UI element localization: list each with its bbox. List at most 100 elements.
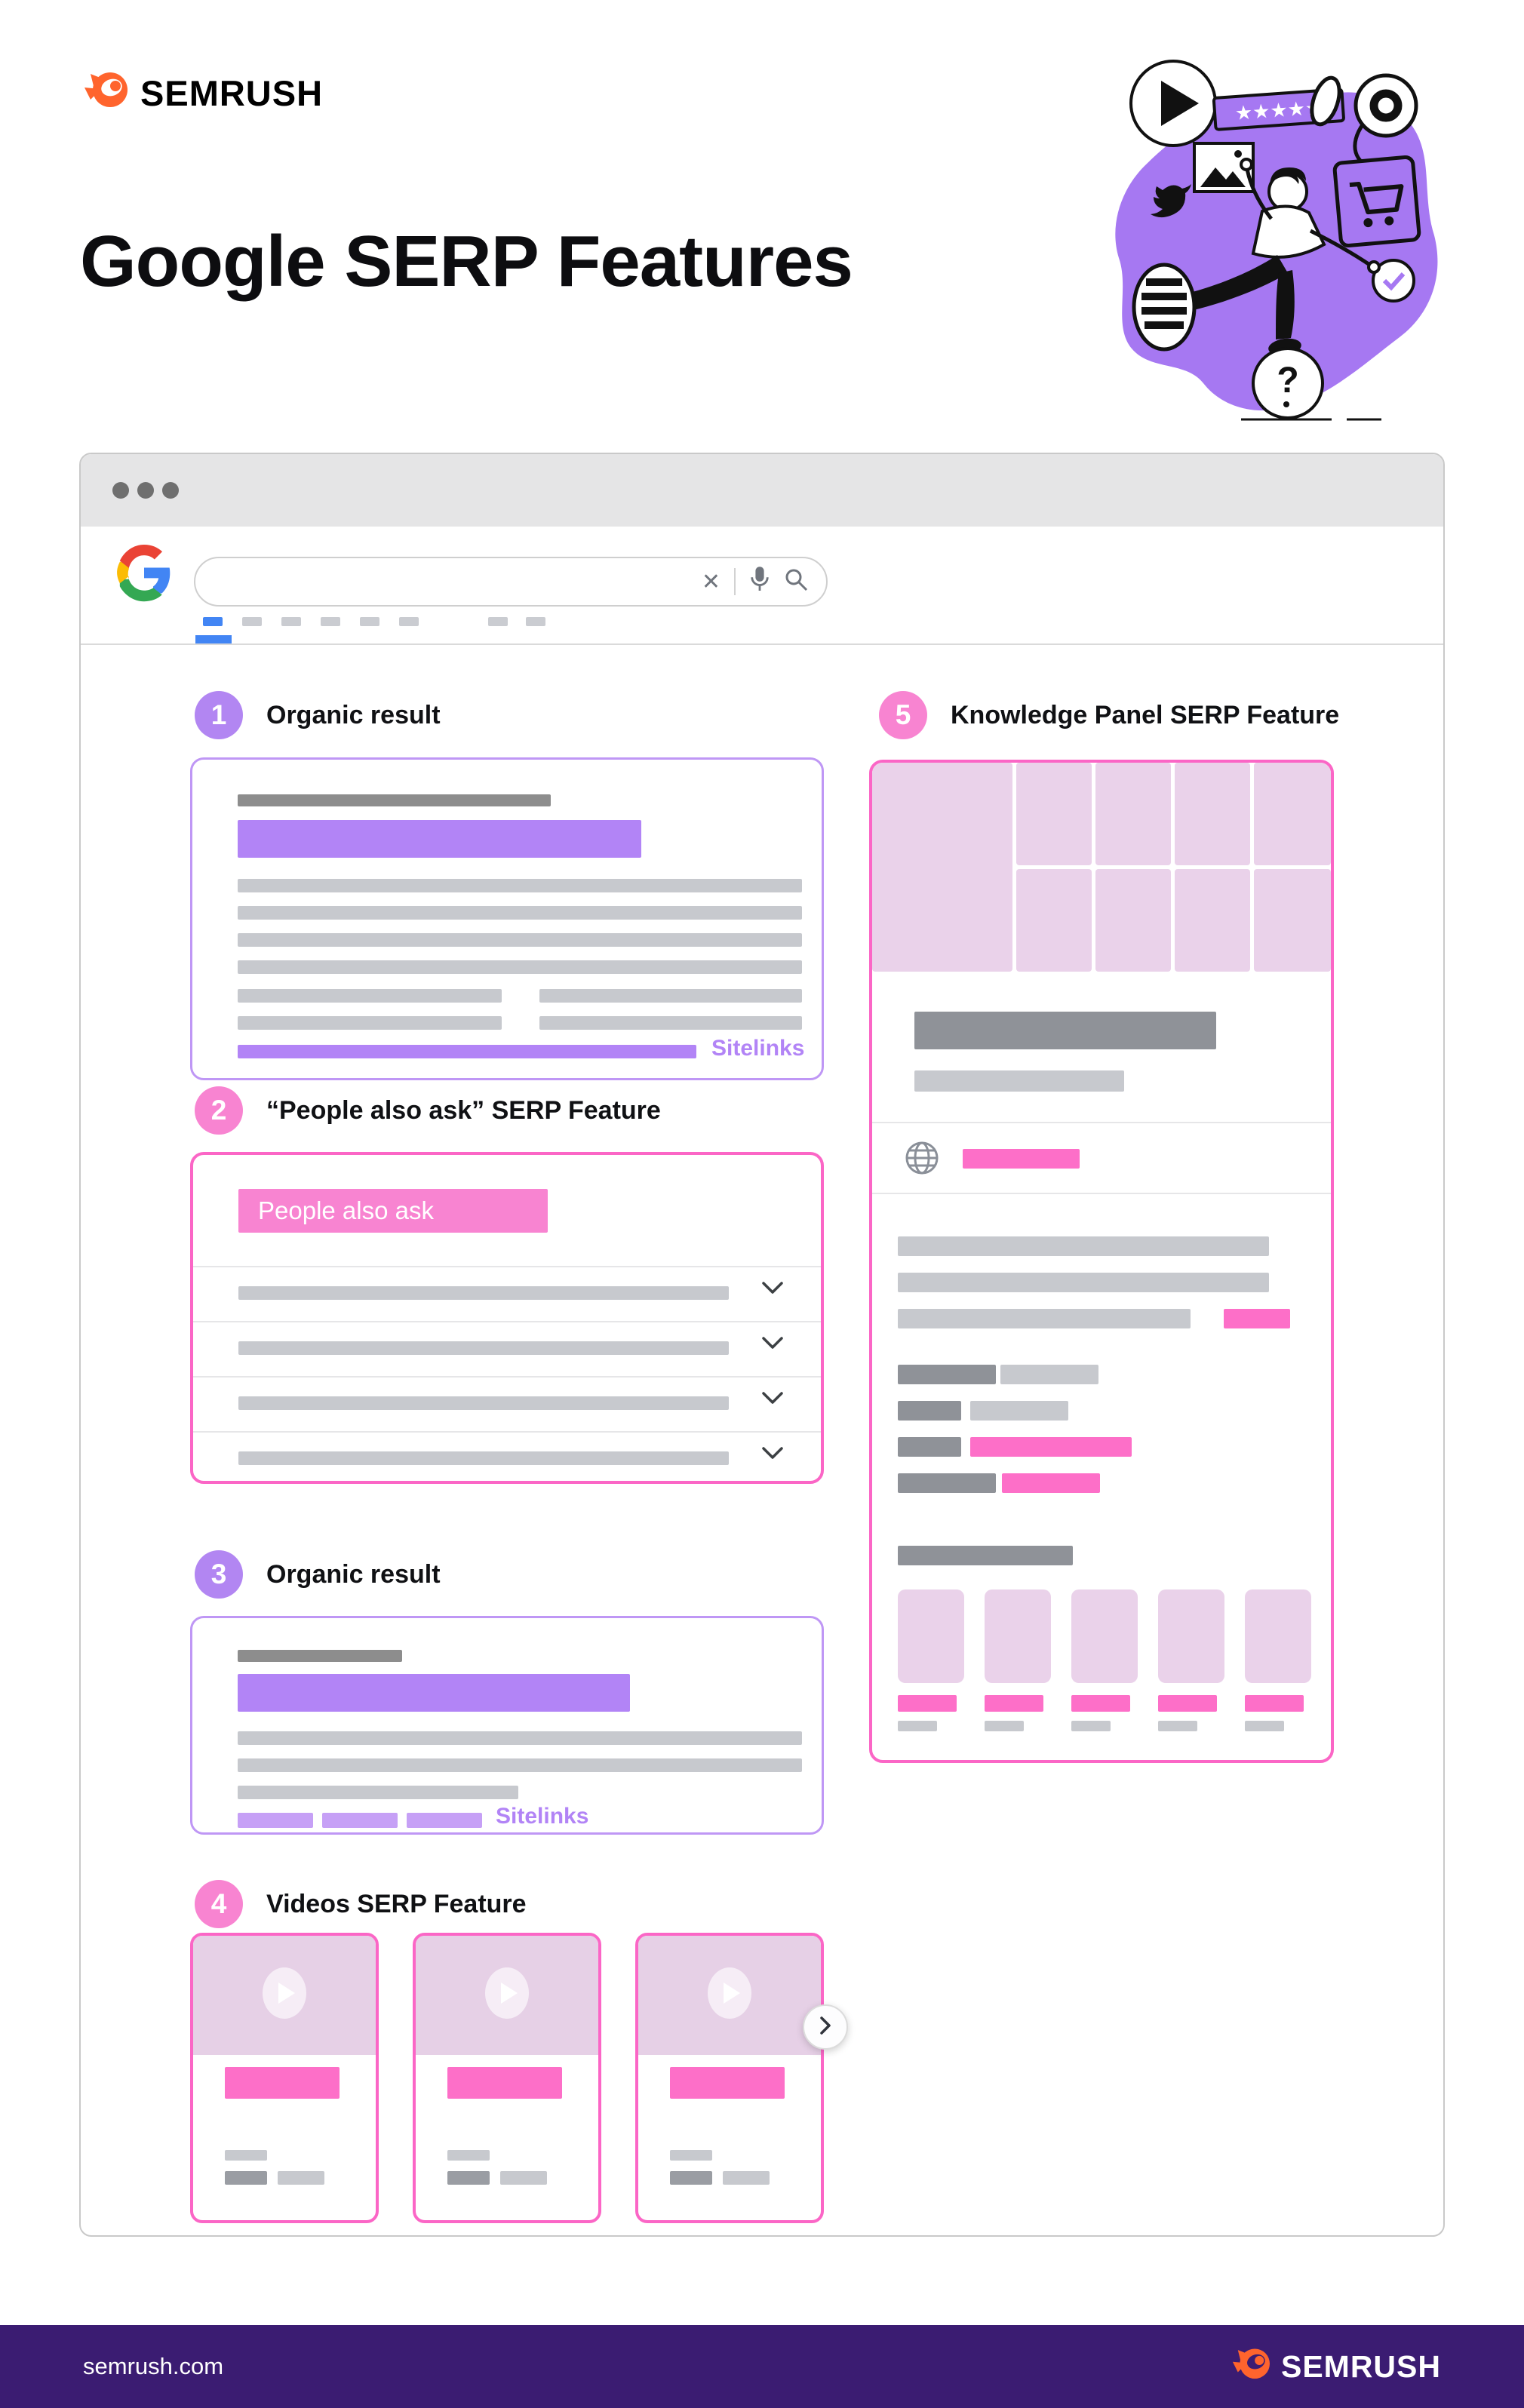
knowledge-panel-card [869, 760, 1334, 1763]
text-placeholder-bar [238, 879, 802, 892]
window-dot-icon [112, 482, 129, 499]
video-meta-bar [447, 2171, 490, 2185]
tab-chip[interactable] [360, 617, 379, 626]
tab-chip[interactable] [488, 617, 508, 626]
organic-result-card-2: Sitelinks [190, 1616, 824, 1835]
tab-chip[interactable] [526, 617, 545, 626]
kp-related-title-bar [1158, 1695, 1217, 1712]
kp-related-thumb [985, 1589, 1051, 1683]
kp-related-meta-bar [898, 1721, 937, 1731]
url-placeholder-bar [238, 1650, 402, 1662]
video-card[interactable] [413, 1933, 601, 2223]
footer: semrush.com SEMRUSH [0, 2325, 1524, 2408]
play-icon[interactable] [485, 1967, 529, 2019]
play-icon[interactable] [708, 1967, 751, 2019]
row-divider [193, 1431, 821, 1433]
text-placeholder-bar [238, 1731, 802, 1745]
tab-chip-active[interactable] [203, 617, 223, 626]
page-title: Google SERP Features [80, 221, 853, 302]
google-logo [115, 543, 174, 606]
browser-window: ✕ [79, 453, 1445, 2237]
row-divider [872, 1193, 1331, 1194]
kp-related-title-bar [898, 1695, 957, 1712]
kp-attr-label-bar [898, 1473, 996, 1493]
kp-related-meta-bar [1158, 1721, 1197, 1731]
kp-image-tile [1254, 763, 1331, 865]
tab-chip[interactable] [321, 617, 340, 626]
section-4-badge: 4 [195, 1880, 243, 1928]
sitelink-placeholder-bar [238, 1016, 502, 1030]
section-4-label: Videos SERP Feature [266, 1890, 527, 1918]
kp-subtitle-bar [914, 1070, 1124, 1092]
footer-semrush-logo: SEMRUSH [1230, 2346, 1441, 2388]
kp-related-thumb [1245, 1589, 1311, 1683]
window-dot-icon [137, 482, 154, 499]
section-1-number: 1 [210, 699, 227, 730]
question-placeholder-bar [238, 1396, 729, 1410]
question-placeholder-bar [238, 1341, 729, 1355]
section-2-label: “People also ask” SERP Feature [266, 1096, 661, 1125]
tab-chip[interactable] [399, 617, 419, 626]
video-card[interactable] [190, 1933, 379, 2223]
sitelink-chip [407, 1813, 482, 1828]
chevron-down-icon[interactable] [760, 1335, 785, 1356]
carousel-next-button[interactable] [803, 2004, 848, 2050]
video-card[interactable] [635, 1933, 824, 2223]
active-tab-underline [195, 635, 232, 644]
kp-related-meta-bar [1245, 1721, 1284, 1731]
play-icon[interactable] [263, 1967, 306, 2019]
kp-related-thumb [1158, 1589, 1224, 1683]
video-meta-bar [723, 2171, 770, 2185]
sitelinks-label: Sitelinks [711, 1036, 805, 1061]
kp-related-meta-bar [985, 1721, 1024, 1731]
sitelink-placeholder-bar [539, 1016, 802, 1030]
tab-chip[interactable] [281, 617, 301, 626]
kp-related-header-bar [898, 1546, 1073, 1565]
kp-attr-label-bar [898, 1437, 961, 1457]
section-4-number: 4 [210, 1888, 227, 1919]
search-bar: ✕ [194, 557, 828, 607]
search-input[interactable] [217, 570, 702, 594]
section-1-label: Organic result [266, 701, 441, 729]
kp-image-tile [1254, 869, 1331, 972]
section-5-badge: 5 [879, 691, 927, 739]
kp-link-chip [1224, 1309, 1290, 1328]
sitelink-chip [238, 1813, 313, 1828]
people-also-ask-card: People also ask [190, 1152, 824, 1484]
paa-header-chip: People also ask [238, 1189, 548, 1233]
mic-icon[interactable] [749, 565, 770, 599]
kp-image-tile [1016, 763, 1092, 865]
chevron-down-icon[interactable] [760, 1445, 785, 1466]
video-meta-bar [670, 2171, 712, 2185]
kp-related-thumb [898, 1589, 964, 1683]
search-icon[interactable] [784, 567, 810, 597]
kp-attr-label-bar [898, 1365, 996, 1384]
chrome-divider [81, 643, 1443, 645]
clear-icon[interactable]: ✕ [701, 569, 721, 594]
section-2-number: 2 [210, 1095, 227, 1126]
sitelink-chip [322, 1813, 398, 1828]
section-1-badge: 1 [195, 691, 243, 739]
text-placeholder-bar [238, 906, 802, 920]
kp-image-tile [1016, 869, 1092, 972]
question-placeholder-bar [238, 1451, 729, 1465]
chevron-down-icon[interactable] [760, 1390, 785, 1411]
section-2-badge: 2 [195, 1086, 243, 1135]
tab-chip[interactable] [242, 617, 262, 626]
video-meta-bar [670, 2150, 712, 2161]
kp-attr-link-bar [1002, 1473, 1100, 1493]
semrush-logo: SEMRUSH [81, 69, 323, 117]
chevron-down-icon[interactable] [760, 1280, 785, 1301]
kp-attr-value-bar [970, 1401, 1068, 1421]
title-placeholder-bar [238, 820, 641, 858]
row-divider [872, 1122, 1331, 1123]
kp-related-title-bar [1245, 1695, 1304, 1712]
window-dot-icon [162, 482, 179, 499]
video-meta-bar [225, 2171, 267, 2185]
semrush-flame-icon [1230, 2346, 1272, 2388]
video-meta-bar [500, 2171, 547, 2185]
serp-features-illustration: ★★★★★ [1098, 47, 1460, 428]
kp-image-tile [1095, 869, 1171, 972]
video-meta-bar [278, 2171, 324, 2185]
row-divider [193, 1266, 821, 1267]
